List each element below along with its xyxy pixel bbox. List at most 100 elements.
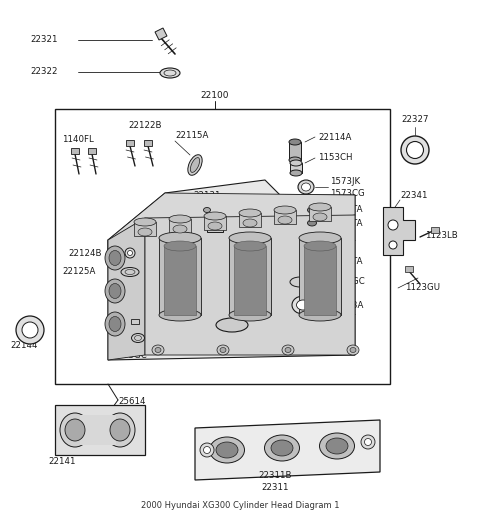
- Ellipse shape: [285, 347, 291, 352]
- Text: 22131: 22131: [193, 190, 220, 200]
- Ellipse shape: [109, 284, 121, 299]
- Ellipse shape: [204, 207, 211, 212]
- Ellipse shape: [138, 228, 152, 236]
- Ellipse shape: [290, 160, 302, 166]
- Text: 1571TA: 1571TA: [155, 328, 188, 338]
- Ellipse shape: [217, 345, 229, 355]
- Ellipse shape: [308, 220, 316, 226]
- Bar: [304, 246, 336, 315]
- Ellipse shape: [128, 250, 132, 255]
- Ellipse shape: [243, 219, 257, 227]
- Bar: [289, 142, 301, 160]
- Ellipse shape: [125, 248, 135, 258]
- Text: 22129: 22129: [155, 223, 182, 231]
- Ellipse shape: [308, 259, 316, 265]
- Text: 25614: 25614: [118, 398, 145, 406]
- Ellipse shape: [239, 209, 261, 217]
- Bar: [274, 210, 296, 224]
- Text: 22122B: 22122B: [128, 121, 161, 129]
- Ellipse shape: [204, 446, 211, 453]
- Polygon shape: [155, 28, 167, 40]
- Ellipse shape: [200, 443, 214, 457]
- Text: 22322: 22322: [30, 68, 58, 76]
- Bar: [126, 140, 134, 146]
- Ellipse shape: [160, 68, 180, 78]
- Ellipse shape: [309, 203, 331, 211]
- Ellipse shape: [188, 155, 202, 175]
- Bar: [131, 319, 139, 324]
- Ellipse shape: [308, 207, 316, 213]
- Text: 22141: 22141: [48, 458, 75, 466]
- Ellipse shape: [16, 316, 44, 344]
- Ellipse shape: [229, 232, 271, 244]
- Text: 1573JK: 1573JK: [330, 177, 360, 187]
- Ellipse shape: [401, 136, 429, 164]
- Ellipse shape: [22, 322, 38, 338]
- Ellipse shape: [407, 142, 423, 159]
- Bar: [431, 227, 439, 233]
- Text: 2000 Hyundai XG300 Cylinder Head Diagram 1: 2000 Hyundai XG300 Cylinder Head Diagram…: [141, 501, 339, 509]
- Ellipse shape: [278, 216, 292, 224]
- Ellipse shape: [134, 218, 156, 226]
- Text: 1571TA: 1571TA: [155, 310, 188, 320]
- Bar: [164, 246, 196, 315]
- Bar: [55, 109, 390, 384]
- Ellipse shape: [169, 215, 191, 223]
- Bar: [405, 266, 413, 272]
- Ellipse shape: [289, 139, 301, 145]
- Bar: [290, 163, 302, 173]
- Text: 22321: 22321: [30, 35, 58, 45]
- Ellipse shape: [264, 435, 300, 461]
- Ellipse shape: [271, 440, 293, 456]
- Ellipse shape: [220, 347, 226, 352]
- Text: 22112A: 22112A: [216, 341, 249, 349]
- Ellipse shape: [164, 241, 196, 251]
- Text: 1573GC: 1573GC: [112, 350, 147, 360]
- Ellipse shape: [132, 333, 144, 343]
- Text: 22144: 22144: [10, 341, 37, 349]
- Text: 1573CG: 1573CG: [330, 189, 365, 199]
- Ellipse shape: [152, 345, 164, 355]
- Ellipse shape: [105, 279, 125, 303]
- Ellipse shape: [204, 212, 226, 220]
- Polygon shape: [145, 215, 355, 355]
- Ellipse shape: [105, 413, 135, 447]
- Ellipse shape: [326, 438, 348, 454]
- Ellipse shape: [299, 309, 341, 321]
- Ellipse shape: [298, 180, 314, 194]
- Ellipse shape: [297, 300, 310, 310]
- Ellipse shape: [173, 225, 187, 233]
- Ellipse shape: [191, 157, 200, 172]
- Ellipse shape: [216, 318, 248, 332]
- Ellipse shape: [289, 157, 301, 163]
- Text: 22100: 22100: [201, 90, 229, 100]
- Bar: [80, 415, 116, 445]
- Ellipse shape: [105, 246, 125, 270]
- Text: 22124B: 22124B: [68, 248, 101, 258]
- Text: 1571TA: 1571TA: [330, 206, 362, 214]
- Ellipse shape: [313, 213, 327, 221]
- Bar: [204, 216, 226, 230]
- Ellipse shape: [110, 419, 130, 441]
- Ellipse shape: [155, 347, 161, 352]
- Bar: [144, 140, 152, 146]
- Ellipse shape: [274, 206, 296, 214]
- Text: 1123LB: 1123LB: [425, 230, 458, 240]
- Bar: [134, 222, 156, 236]
- Text: 22311: 22311: [261, 483, 289, 492]
- Ellipse shape: [60, 413, 90, 447]
- Bar: [234, 246, 266, 315]
- Ellipse shape: [109, 317, 121, 331]
- Ellipse shape: [159, 232, 201, 244]
- Text: 1571TA: 1571TA: [330, 219, 362, 227]
- Ellipse shape: [347, 345, 359, 355]
- Bar: [159, 238, 201, 315]
- Text: 22327: 22327: [401, 115, 429, 125]
- Polygon shape: [108, 193, 355, 258]
- Text: 22113A: 22113A: [330, 301, 363, 309]
- Ellipse shape: [388, 220, 398, 230]
- Bar: [299, 238, 341, 315]
- Text: 22341: 22341: [400, 190, 428, 200]
- Bar: [309, 207, 331, 221]
- Ellipse shape: [304, 241, 336, 251]
